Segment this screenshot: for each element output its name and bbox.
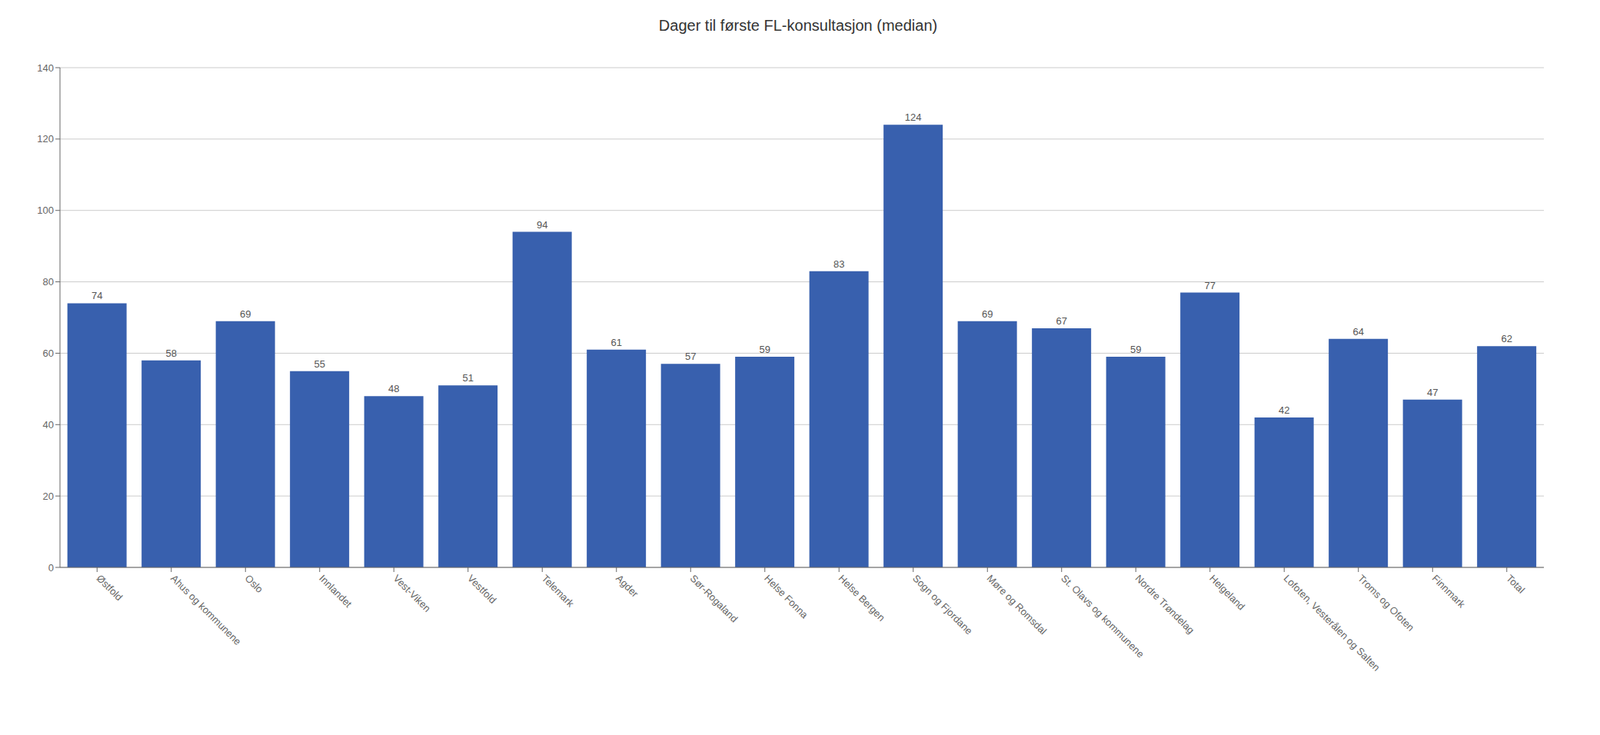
svg-text:0: 0 [48, 562, 54, 574]
svg-text:Helgeland: Helgeland [1207, 572, 1248, 613]
svg-text:42: 42 [1278, 404, 1290, 416]
svg-text:Nordre Trøndelag: Nordre Trøndelag [1133, 572, 1198, 637]
svg-text:55: 55 [313, 358, 325, 370]
svg-text:Møre og Romsdal: Møre og Romsdal [984, 572, 1050, 638]
svg-text:58: 58 [165, 347, 177, 360]
svg-text:Østfold: Østfold [94, 572, 126, 604]
svg-text:Sogn og Fjordane: Sogn og Fjordane [910, 572, 975, 638]
svg-text:60: 60 [43, 347, 54, 360]
svg-text:69: 69 [981, 308, 993, 320]
svg-text:Vestfold: Vestfold [465, 572, 499, 606]
svg-text:51: 51 [462, 372, 473, 384]
svg-text:Total: Total [1503, 572, 1527, 596]
svg-text:77: 77 [1204, 279, 1215, 292]
svg-text:140: 140 [36, 62, 54, 74]
svg-text:Lofoten, Vesterålen og Salten: Lofoten, Vesterålen og Salten [1281, 572, 1383, 674]
svg-text:Oslo: Oslo [242, 572, 267, 596]
svg-text:124: 124 [904, 111, 922, 124]
svg-text:64: 64 [1352, 325, 1364, 338]
svg-text:48: 48 [388, 382, 400, 395]
svg-text:47: 47 [1427, 386, 1438, 399]
svg-text:80: 80 [43, 276, 54, 288]
svg-text:59: 59 [1130, 343, 1141, 356]
svg-text:Helse Fonna: Helse Fonna [761, 572, 811, 622]
svg-text:20: 20 [43, 490, 54, 503]
svg-text:59: 59 [758, 343, 770, 356]
svg-text:69: 69 [239, 308, 251, 320]
svg-text:Vest-Viken: Vest-Viken [391, 572, 433, 615]
svg-text:Helse Bergen: Helse Bergen [836, 572, 888, 624]
svg-text:Troms og Ofoten: Troms og Ofoten [1355, 572, 1417, 634]
svg-text:57: 57 [685, 350, 696, 363]
svg-text:62: 62 [1500, 332, 1512, 345]
svg-text:40: 40 [43, 419, 54, 431]
svg-text:Sør-Rogaland: Sør-Rogaland [688, 572, 741, 626]
svg-text:74: 74 [91, 289, 103, 302]
svg-text:Telemark: Telemark [539, 572, 577, 610]
svg-text:94: 94 [536, 219, 548, 231]
html-text:Dager til første FL-konsultasj: Dager til første FL-konsultasjon (median… [658, 16, 938, 34]
svg-text:120: 120 [36, 133, 54, 145]
svg-text:61: 61 [610, 336, 622, 349]
svg-text:Innlandet: Innlandet [316, 572, 355, 611]
svg-text:83: 83 [833, 258, 845, 270]
svg-text:Agder: Agder [613, 572, 642, 601]
svg-text:Finnmark: Finnmark [1430, 572, 1468, 611]
svg-text:St. Olavs og kommunene: St. Olavs og kommunene [1058, 572, 1147, 661]
svg-text:Ahus og kommunene: Ahus og kommunene [168, 572, 243, 648]
svg-text:67: 67 [1055, 315, 1067, 327]
svg-text:100: 100 [36, 204, 54, 217]
